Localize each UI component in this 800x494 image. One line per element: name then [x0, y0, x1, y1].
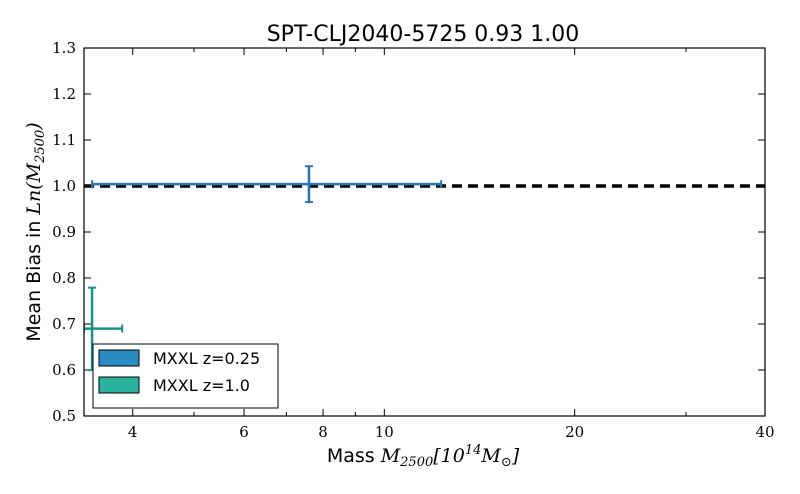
- y-tick-label: 0.9: [52, 223, 76, 241]
- plot-area: [84, 165, 765, 371]
- y-axis-label: Mean Bias in Ln(M2500): [23, 122, 48, 341]
- x-axis-label-sun: ⊙: [501, 455, 512, 470]
- y-tick-label: 1.3: [52, 39, 76, 57]
- x-axis-label-sup: 14: [465, 443, 482, 458]
- y-tick-label: 1.0: [52, 177, 76, 195]
- y-axis-label-ln: Ln: [23, 190, 45, 216]
- x-tick-label: 20: [565, 423, 584, 441]
- legend-label: MXXL z=0.25: [153, 349, 260, 368]
- chart-title: SPT-CLJ2040-5725 0.93 1.00: [267, 22, 580, 47]
- x-tick-label: 6: [239, 423, 249, 441]
- series-1: [91, 165, 443, 204]
- x-axis-label-sub: 2500: [399, 455, 433, 470]
- legend-label: MXXL z=1.0: [153, 376, 250, 395]
- x-axis-label-bracket: [10: [433, 445, 465, 467]
- legend-swatch: [98, 376, 140, 394]
- x-axis-label: Mass M2500[1014M⊙]: [327, 443, 520, 470]
- x-tick-label: 4: [128, 423, 138, 441]
- x-axis-label-m2: M: [480, 445, 501, 467]
- x-tick-label: 10: [375, 423, 394, 441]
- plot-frame: [83, 47, 766, 417]
- y-axis-label-prefix: Mean Bias in: [23, 215, 45, 342]
- y-axis-label-close: ): [23, 122, 45, 130]
- y-tick-label: 0.6: [52, 361, 76, 379]
- x-axis-label-m: M: [380, 445, 401, 467]
- y-tick-label: 1.2: [52, 85, 76, 103]
- x-tick-label: 8: [318, 423, 328, 441]
- y-axis-label-open: (M: [23, 162, 45, 189]
- x-tick-label: 40: [755, 423, 774, 441]
- x-axis-label-prefix: Mass: [327, 445, 381, 467]
- y-tick-label: 1.1: [52, 131, 76, 149]
- y-axis-label-sub: 2500: [33, 130, 48, 164]
- legend-swatch: [98, 349, 140, 367]
- y-tick-label: 0.5: [52, 407, 76, 425]
- legend: MXXL z=0.25 MXXL z=1.0: [92, 343, 279, 409]
- y-tick-label: 0.7: [52, 315, 76, 333]
- axis-ticks: 0.5 0.6 0.7 0.8 0.9 1.0 1.1 1.2 1.3 4 6 8 10 20 40: [52, 39, 774, 441]
- x-axis-label-end: ]: [511, 445, 520, 467]
- svg-text:Mean Bias in Ln(M2500): Mean Bias in Ln(M2500): [23, 122, 48, 341]
- y-tick-label: 0.8: [52, 269, 76, 287]
